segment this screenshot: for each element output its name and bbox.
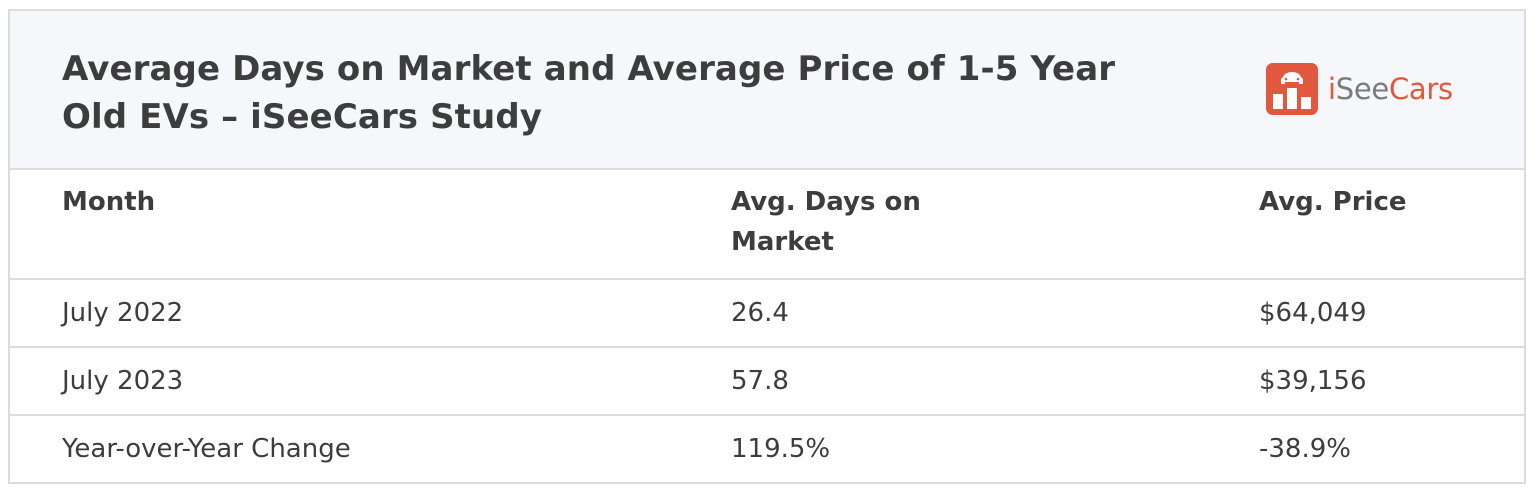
table-row: Year-over-Year Change 119.5% -38.9% [10, 416, 1524, 482]
cell-month: July 2022 [62, 298, 184, 328]
cell-days: 119.5% [731, 434, 831, 464]
logo-wordmark: iSeeCars [1328, 72, 1453, 106]
column-header-row: Month Avg. Days on Market Avg. Price [10, 170, 1524, 280]
cell-price: $64,049 [1259, 298, 1367, 328]
iseecars-logo-icon [1266, 63, 1318, 115]
cell-month: July 2023 [62, 366, 184, 396]
table-row: July 2023 57.8 $39,156 [10, 348, 1524, 416]
column-header-days: Avg. Days on Market [731, 187, 921, 257]
table-title: Average Days on Market and Average Price… [62, 49, 1116, 137]
column-header-month: Month [62, 187, 156, 217]
logo-text-see: See [1335, 72, 1390, 106]
iseecars-logo: iSeeCars [1266, 63, 1453, 115]
cell-days: 57.8 [731, 366, 789, 396]
data-table: Average Days on Market and Average Price… [8, 9, 1526, 484]
cell-days: 26.4 [731, 298, 789, 328]
cell-price: $39,156 [1259, 366, 1367, 396]
column-header-price: Avg. Price [1259, 187, 1407, 217]
cell-month: Year-over-Year Change [62, 434, 351, 464]
logo-text-i: i [1328, 72, 1336, 106]
table-header: Average Days on Market and Average Price… [10, 11, 1524, 170]
logo-text-cars: Cars [1388, 72, 1453, 106]
table-row: July 2022 26.4 $64,049 [10, 280, 1524, 348]
cell-price: -38.9% [1259, 434, 1351, 464]
